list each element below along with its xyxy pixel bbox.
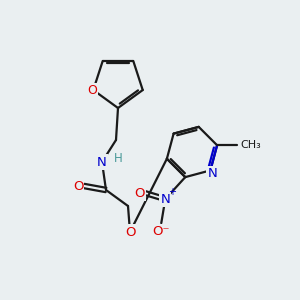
Text: N: N [97, 155, 107, 169]
Text: CH₃: CH₃ [240, 140, 261, 150]
Text: O: O [87, 83, 97, 97]
Text: H: H [114, 152, 122, 164]
Text: N: N [160, 193, 170, 206]
Text: O: O [73, 179, 83, 193]
Text: N: N [208, 167, 217, 180]
Text: O⁻: O⁻ [152, 225, 170, 238]
Text: O: O [125, 226, 135, 238]
Text: O: O [134, 187, 145, 200]
Text: +: + [168, 187, 176, 197]
